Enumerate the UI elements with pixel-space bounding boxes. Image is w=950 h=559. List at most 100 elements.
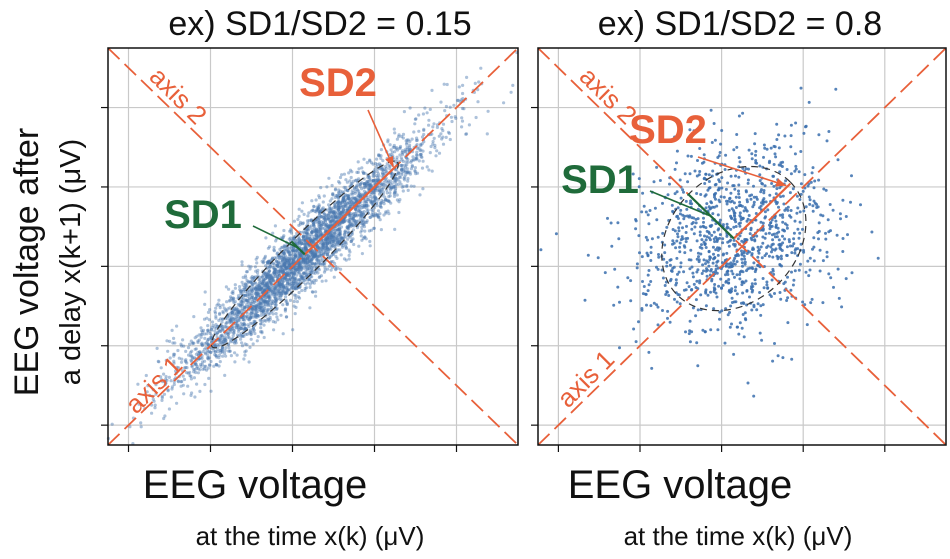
scatter-point xyxy=(329,236,333,240)
scatter-point xyxy=(268,245,272,249)
scatter-point xyxy=(230,311,234,315)
scatter-point xyxy=(394,176,398,180)
scatter-point xyxy=(305,258,309,262)
scatter-point xyxy=(430,88,434,92)
scatter-point xyxy=(281,260,285,264)
scatter-point xyxy=(308,236,312,240)
scatter-point xyxy=(328,199,332,203)
scatter-point xyxy=(297,252,301,256)
scatter-point xyxy=(361,222,365,226)
scatter-point xyxy=(351,228,355,232)
scatter-point xyxy=(256,293,260,297)
scatter-point xyxy=(246,315,250,319)
scatter-point xyxy=(254,314,258,318)
scatter-point xyxy=(303,256,307,260)
scatter-point xyxy=(713,256,717,259)
grid xyxy=(108,48,518,445)
scatter-point xyxy=(271,320,275,324)
scatter-point xyxy=(267,273,271,278)
scatter-point xyxy=(258,306,262,310)
scatter-point xyxy=(338,229,342,233)
scatter-point xyxy=(221,354,225,358)
scatter-point xyxy=(215,343,220,347)
scatter-point xyxy=(743,311,747,315)
scatter-point xyxy=(315,236,319,240)
scatter-point xyxy=(666,193,670,197)
scatter-point xyxy=(792,242,796,246)
scatter-point xyxy=(334,216,338,220)
scatter-point xyxy=(242,293,247,297)
scatter-point xyxy=(347,220,351,224)
scatter-point xyxy=(439,132,443,136)
scatter-point xyxy=(758,206,762,210)
scatter-point xyxy=(709,290,712,294)
scatter-point xyxy=(184,349,188,353)
scatter-point xyxy=(206,342,210,346)
scatter-point xyxy=(309,224,313,228)
scatter-point xyxy=(337,188,341,192)
scatter-point xyxy=(221,346,225,351)
axis-ticks xyxy=(531,106,886,452)
scatter-point xyxy=(306,268,310,272)
scatter-point xyxy=(310,266,314,270)
scatter-point xyxy=(301,235,305,239)
scatter-point xyxy=(310,230,314,234)
scatter-point xyxy=(799,242,803,246)
scatter-point xyxy=(249,331,253,335)
scatter-point xyxy=(256,335,260,339)
scatter-point xyxy=(314,251,318,255)
scatter-point xyxy=(254,296,258,300)
scatter-point xyxy=(220,320,224,324)
scatter-point xyxy=(252,276,256,280)
scatter-point xyxy=(189,377,193,381)
scatter-point xyxy=(306,256,310,260)
scatter-point xyxy=(280,277,284,281)
scatter-point xyxy=(185,371,189,375)
scatter-point xyxy=(267,296,271,300)
scatter-point xyxy=(283,291,288,295)
scatter-point xyxy=(462,107,466,111)
scatter-point xyxy=(288,263,292,267)
scatter-point xyxy=(206,353,210,358)
scatter-point xyxy=(271,277,275,281)
scatter-point xyxy=(254,305,258,309)
scatter-point xyxy=(281,236,285,240)
scatter-point xyxy=(252,298,256,302)
scatter-point xyxy=(249,280,253,284)
scatter-point xyxy=(688,340,692,344)
scatter-point xyxy=(763,236,767,240)
scatter-point xyxy=(297,223,301,227)
scatter-point xyxy=(334,187,338,191)
scatter-point xyxy=(182,344,186,348)
scatter-point xyxy=(219,348,223,352)
scatter-point xyxy=(716,328,720,332)
scatter-point xyxy=(314,252,318,256)
scatter-point xyxy=(328,224,332,228)
scatter-point xyxy=(310,253,314,257)
scatter-point xyxy=(647,222,651,226)
scatter-point xyxy=(252,276,256,280)
scatter-point xyxy=(335,195,339,199)
scatter-point xyxy=(304,241,308,245)
scatter-point xyxy=(339,253,343,257)
scatter-point xyxy=(231,299,235,303)
scatter-point xyxy=(364,237,368,241)
scatter-point xyxy=(258,275,262,279)
scatter-point xyxy=(154,392,158,396)
scatter-point xyxy=(279,254,283,258)
scatter-point xyxy=(753,239,757,243)
scatter-point xyxy=(724,279,728,283)
scatter-point xyxy=(215,363,219,367)
scatter-point xyxy=(270,293,274,297)
scatter-point xyxy=(400,185,404,189)
scatter-point xyxy=(349,224,353,229)
scatter-point xyxy=(400,173,404,177)
scatter-point xyxy=(329,210,333,214)
scatter-point xyxy=(341,208,345,212)
scatter-point xyxy=(358,213,362,217)
scatter-point xyxy=(265,309,269,313)
scatter-point xyxy=(330,219,334,223)
scatter-point xyxy=(337,205,341,210)
scatter-point xyxy=(673,297,676,301)
scatter-point xyxy=(277,254,281,258)
